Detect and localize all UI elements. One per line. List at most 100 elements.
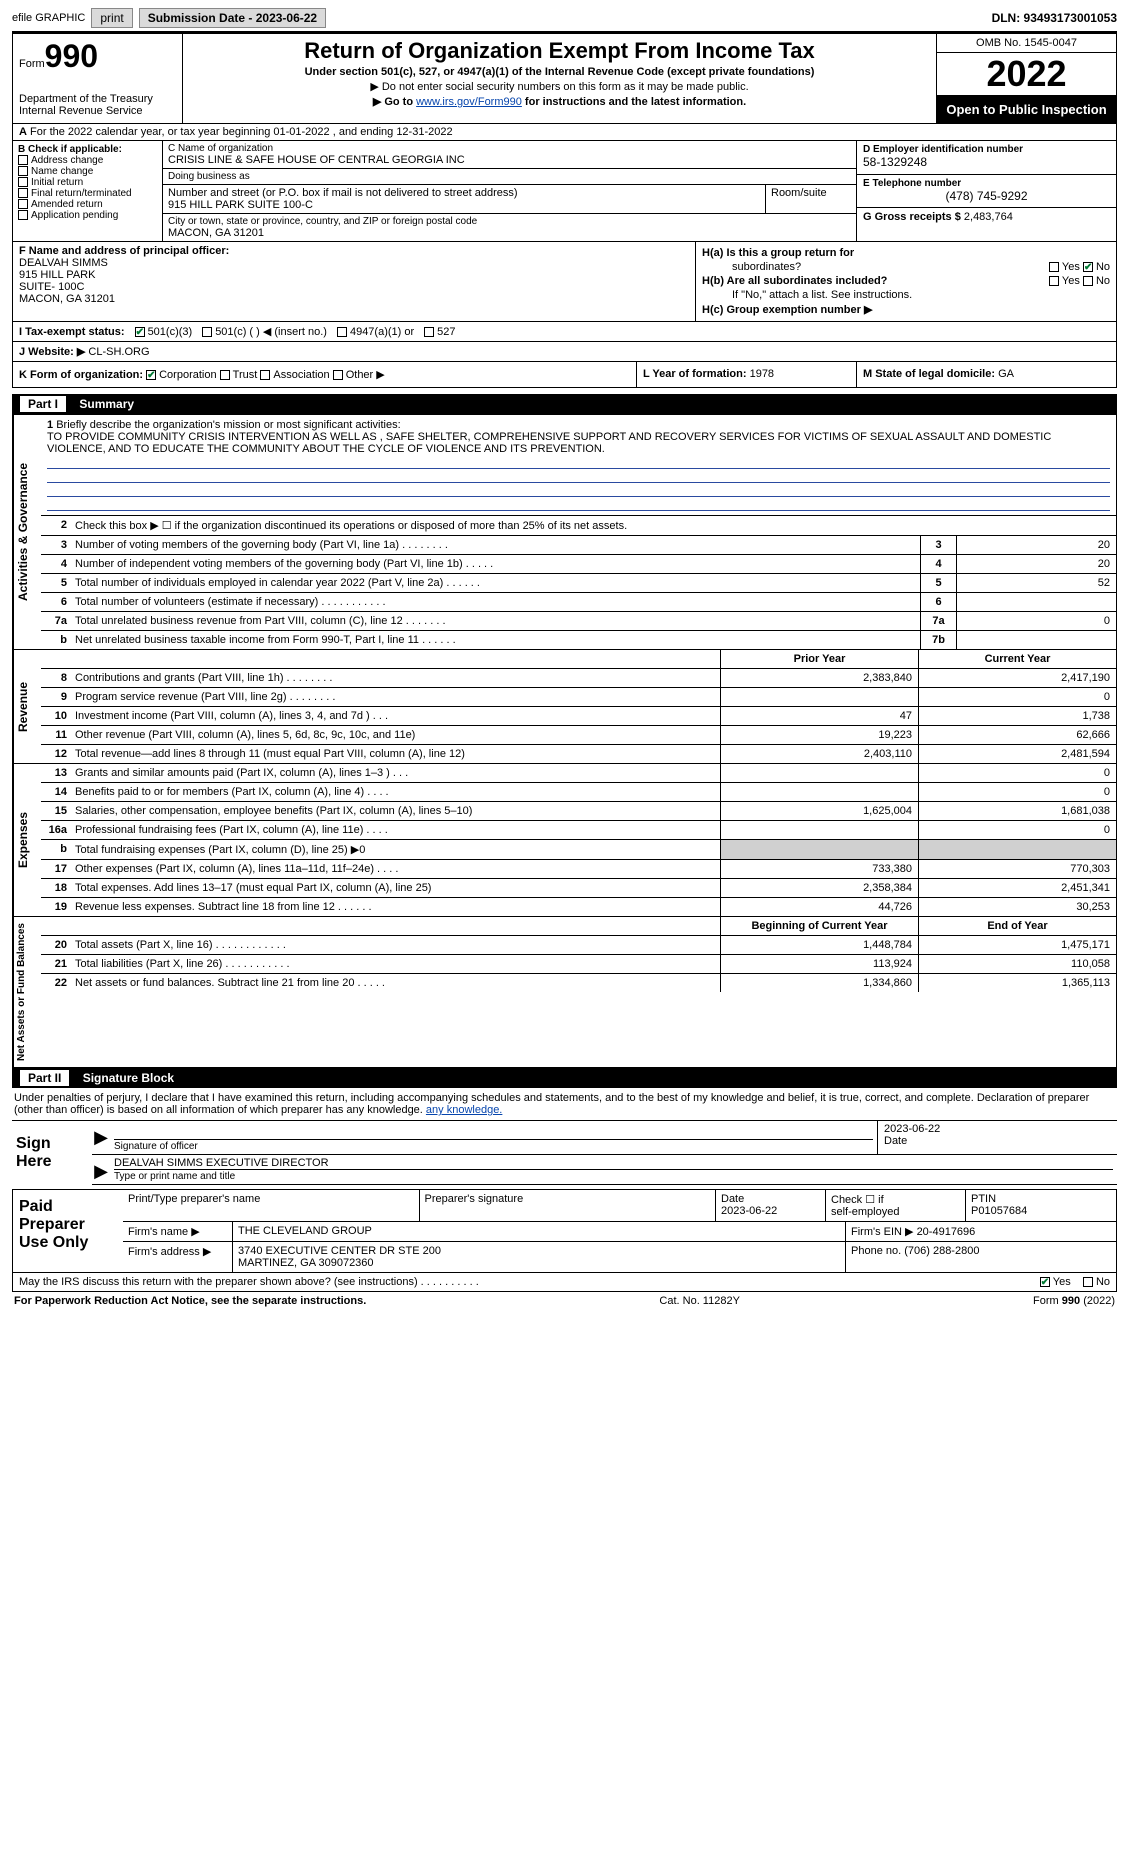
sig-name-label: Type or print name and title [114, 1169, 1113, 1182]
chk-initial-return[interactable]: Initial return [18, 177, 157, 188]
print-button[interactable]: print [91, 8, 132, 28]
col-f: F Name and address of principal officer:… [13, 242, 696, 321]
open-to-public: Open to Public Inspection [937, 96, 1116, 123]
chk-final-return[interactable]: Final return/terminated [18, 188, 157, 199]
chk-527[interactable]: 527 [424, 326, 455, 338]
officer-addr3: MACON, GA 31201 [19, 293, 689, 305]
row-klm: K Form of organization: Corporation Trus… [12, 362, 1117, 388]
prior-val [720, 688, 918, 706]
line-desc: Number of independent voting members of … [71, 555, 920, 573]
prior-val: 2,403,110 [720, 745, 918, 763]
rev-header-row: Prior Year Current Year [41, 650, 1116, 669]
city-value: MACON, GA 31201 [168, 227, 851, 239]
part2-num: Part II [20, 1070, 69, 1086]
col-h: H(a) Is this a group return for subordin… [696, 242, 1116, 321]
chk-501c[interactable]: 501(c) ( ) ◀ (insert no.) [202, 325, 327, 338]
ha-yes-chk[interactable] [1049, 262, 1059, 272]
sig-officer-field[interactable]: Signature of officer [110, 1121, 877, 1154]
prior-val: 47 [720, 707, 918, 725]
sig-intro: Under penalties of perjury, I declare th… [12, 1088, 1117, 1121]
chk-assoc[interactable] [260, 370, 270, 380]
ha-no-chk[interactable] [1083, 262, 1093, 272]
may-no-chk[interactable] [1083, 1277, 1093, 1287]
block-fh: F Name and address of principal officer:… [12, 242, 1117, 322]
block-bcd: B Check if applicable: Address change Na… [12, 141, 1117, 242]
line-num: 6 [41, 593, 71, 611]
line-desc: Total assets (Part X, line 16) . . . . .… [71, 936, 720, 954]
chk-address-change[interactable]: Address change [18, 155, 157, 166]
exp-block: Expenses 13Grants and similar amounts pa… [12, 764, 1117, 917]
sig-name-value: DEALVAH SIMMS EXECUTIVE DIRECTOR [114, 1157, 1113, 1169]
mission-underline [47, 497, 1110, 511]
irs-link[interactable]: www.irs.gov/Form990 [416, 96, 522, 108]
l-value: 1978 [750, 368, 774, 380]
line-desc: Other expenses (Part IX, column (A), lin… [71, 860, 720, 878]
prior-val [720, 783, 918, 801]
mission-num: 1 [47, 419, 53, 431]
prior-year-hdr: Prior Year [720, 650, 918, 668]
prep-date-val: 2023-06-22 [721, 1205, 777, 1217]
chk-other[interactable] [333, 370, 343, 380]
chk-amended-return[interactable]: Amended return [18, 199, 157, 210]
ssn-note: ▶ Do not enter social security numbers o… [191, 80, 928, 93]
dba-label: Doing business as [168, 171, 851, 182]
summary-row: 8Contributions and grants (Part VIII, li… [41, 669, 1116, 688]
box-val: 52 [956, 574, 1116, 592]
line-desc: Number of voting members of the governin… [71, 536, 920, 554]
summary-row: 5Total number of individuals employed in… [41, 574, 1116, 593]
street-row: Number and street (or P.O. box if mail i… [163, 185, 856, 213]
form-no-990: 990 [45, 38, 98, 74]
summary-row: 9Program service revenue (Part VIII, lin… [41, 688, 1116, 707]
line-num: b [41, 840, 71, 859]
curr-val: 2,451,341 [918, 879, 1116, 897]
line-desc: Revenue less expenses. Subtract line 18 … [71, 898, 720, 916]
line-desc: Total unrelated business revenue from Pa… [71, 612, 920, 630]
chk-trust[interactable] [220, 370, 230, 380]
side-rev: Revenue [13, 650, 41, 763]
line-num: 19 [41, 898, 71, 916]
chk-corp[interactable] [146, 370, 156, 380]
box-val [956, 593, 1116, 611]
part1-title: Summary [79, 397, 134, 411]
omb-number: OMB No. 1545-0047 [937, 34, 1116, 53]
any-knowledge-link[interactable]: any knowledge. [426, 1104, 502, 1116]
chk-4947[interactable]: 4947(a)(1) or [337, 326, 414, 338]
box-num: 7b [920, 631, 956, 649]
gross-label: G Gross receipts $ [863, 211, 961, 223]
chk-name-change[interactable]: Name change [18, 166, 157, 177]
prep-selfemp: Check ☐ if self-employed [826, 1190, 966, 1221]
blank [41, 917, 71, 935]
prep-name-hdr: Print/Type preparer's name [123, 1190, 420, 1221]
line-num: 18 [41, 879, 71, 897]
may-yesno: Yes No [1040, 1276, 1110, 1288]
may-yes-chk[interactable] [1040, 1277, 1050, 1287]
hb-yes-chk[interactable] [1049, 276, 1059, 286]
exp-body: 13Grants and similar amounts paid (Part … [41, 764, 1116, 916]
curr-val: 30,253 [918, 898, 1116, 916]
box-num: 4 [920, 555, 956, 573]
line-num: 10 [41, 707, 71, 725]
chk-application-pending[interactable]: Application pending [18, 210, 157, 221]
col-b-label: B Check if applicable: [18, 144, 157, 155]
curr-val: 1,681,038 [918, 802, 1116, 820]
ha-line: H(a) Is this a group return for [702, 247, 1110, 259]
line-num: 15 [41, 802, 71, 820]
line-num: 7a [41, 612, 71, 630]
dln-label: DLN: 93493173001053 [992, 11, 1117, 25]
line-desc: Salaries, other compensation, employee b… [71, 802, 720, 820]
sig-row-name: ▶ DEALVAH SIMMS EXECUTIVE DIRECTOR Type … [92, 1155, 1117, 1185]
chk-501c3[interactable]: 501(c)(3) [135, 326, 193, 338]
curr-val: 2,481,594 [918, 745, 1116, 763]
side-exp: Expenses [13, 764, 41, 916]
paid-row2: Firm's name ▶ THE CLEVELAND GROUP Firm's… [123, 1222, 1116, 1242]
mission-text: TO PROVIDE COMMUNITY CRISIS INTERVENTION… [47, 431, 1051, 455]
line-desc: Net assets or fund balances. Subtract li… [71, 974, 720, 992]
mission-underline [47, 469, 1110, 483]
footer-left: For Paperwork Reduction Act Notice, see … [14, 1295, 366, 1307]
hb-no-chk[interactable] [1083, 276, 1093, 286]
curr-val: 0 [918, 783, 1116, 801]
officer-addr2: SUITE- 100C [19, 281, 689, 293]
officer-addr1: 915 HILL PARK [19, 269, 689, 281]
goto-pre: ▶ Go to [373, 96, 416, 108]
may-text: May the IRS discuss this return with the… [19, 1276, 479, 1288]
